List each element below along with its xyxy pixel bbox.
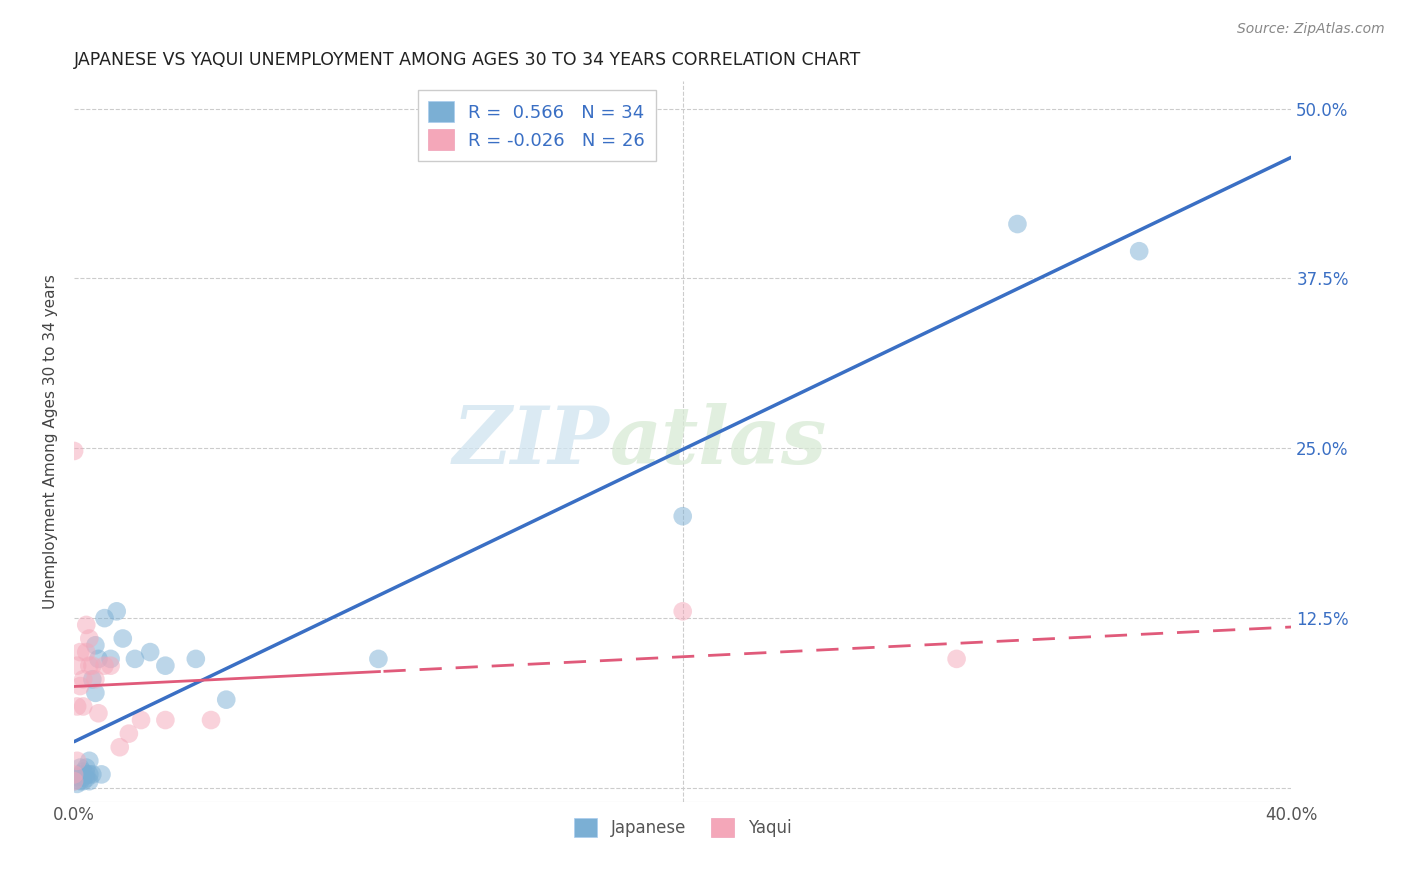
Point: [72, 770, 94, 784]
Point: [69, 774, 91, 789]
Point: [69, 645, 91, 659]
Point: [63, 444, 86, 458]
Text: atlas: atlas: [610, 402, 827, 480]
Point: [75, 618, 97, 632]
Point: [79, 632, 101, 646]
Point: [93, 658, 115, 673]
Text: JAPANESE VS YAQUI UNEMPLOYMENT AMONG AGES 30 TO 34 YEARS CORRELATION CHART: JAPANESE VS YAQUI UNEMPLOYMENT AMONG AGE…: [75, 51, 862, 69]
Point: [75, 767, 97, 781]
Point: [87, 706, 110, 721]
Point: [82, 767, 104, 781]
Point: [155, 713, 177, 727]
Point: [79, 754, 101, 768]
Point: [129, 713, 152, 727]
Point: [69, 761, 91, 775]
Point: [184, 652, 207, 666]
Point: [82, 673, 104, 687]
Point: [66, 770, 89, 784]
Point: [672, 604, 695, 618]
Y-axis label: Unemployment Among Ages 30 to 34 years: Unemployment Among Ages 30 to 34 years: [44, 274, 58, 609]
Point: [75, 772, 97, 786]
Point: [69, 767, 91, 781]
Point: [63, 774, 86, 789]
Point: [367, 652, 389, 666]
Point: [1007, 217, 1029, 231]
Point: [63, 774, 86, 789]
Point: [84, 686, 107, 700]
Point: [79, 658, 101, 673]
Point: [66, 777, 89, 791]
Point: [100, 658, 122, 673]
Point: [139, 645, 162, 659]
Legend: Japanese, Yaqui: Japanese, Yaqui: [568, 811, 799, 844]
Point: [155, 658, 177, 673]
Point: [72, 699, 94, 714]
Point: [75, 761, 97, 775]
Point: [84, 638, 107, 652]
Point: [100, 652, 122, 666]
Point: [118, 726, 141, 740]
Point: [84, 673, 107, 687]
Point: [87, 652, 110, 666]
Point: [945, 652, 967, 666]
Point: [69, 679, 91, 693]
Point: [215, 692, 238, 706]
Point: [63, 767, 86, 781]
Point: [1128, 244, 1150, 259]
Point: [66, 754, 89, 768]
Point: [124, 652, 146, 666]
Point: [108, 740, 131, 755]
Point: [72, 764, 94, 779]
Text: ZIP: ZIP: [453, 402, 610, 480]
Point: [79, 767, 101, 781]
Point: [90, 767, 112, 781]
Point: [79, 774, 101, 789]
Point: [82, 658, 104, 673]
Point: [66, 699, 89, 714]
Text: Source: ZipAtlas.com: Source: ZipAtlas.com: [1237, 22, 1385, 37]
Point: [200, 713, 222, 727]
Point: [111, 632, 134, 646]
Point: [66, 658, 89, 673]
Point: [72, 774, 94, 789]
Point: [672, 509, 695, 524]
Point: [72, 673, 94, 687]
Point: [93, 611, 115, 625]
Point: [75, 645, 97, 659]
Point: [105, 604, 128, 618]
